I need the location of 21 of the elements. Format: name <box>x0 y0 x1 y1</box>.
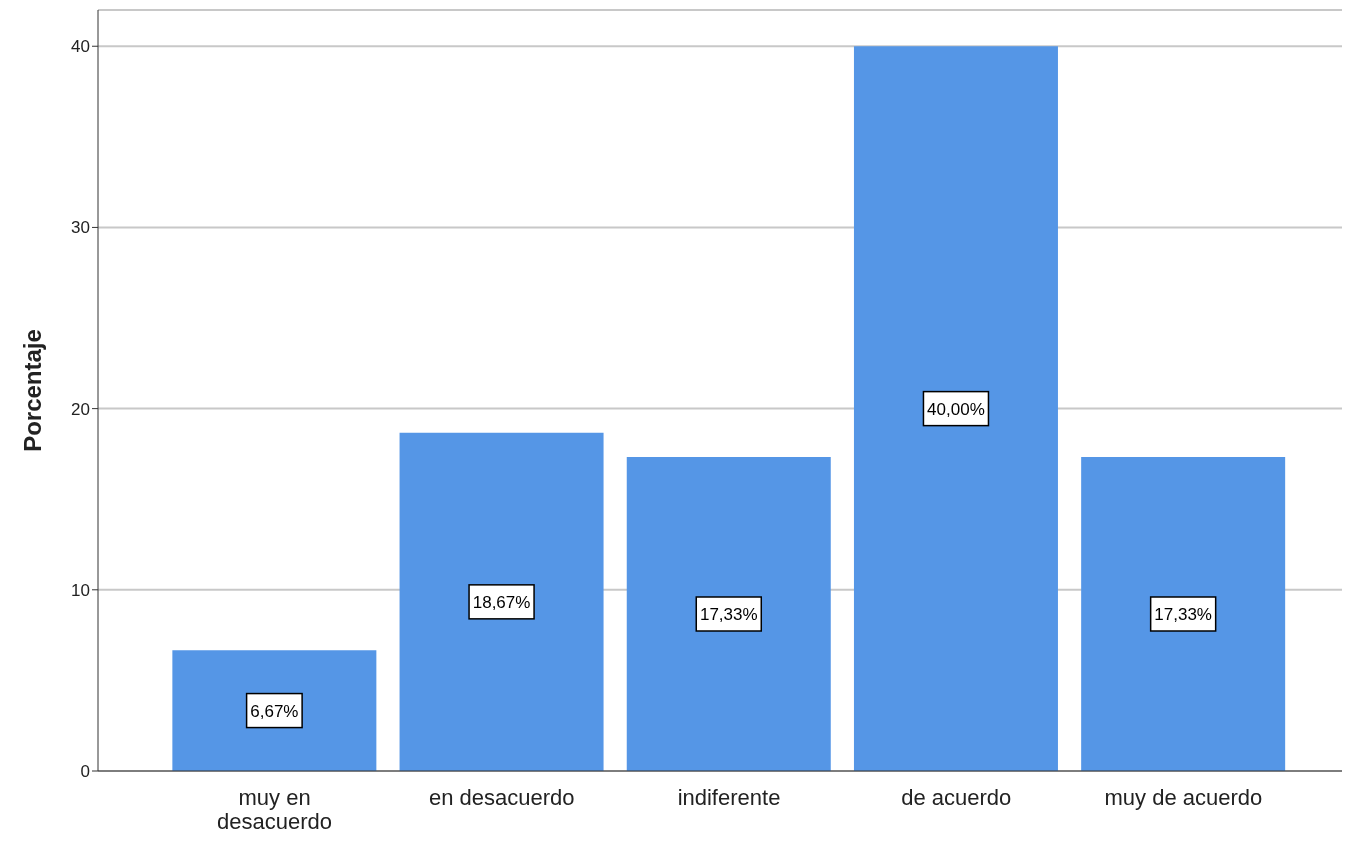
y-axis-title: Porcentaje <box>18 329 46 452</box>
data-label: 18,67% <box>472 592 531 612</box>
y-tick-label: 40 <box>71 37 90 57</box>
data-label: 6,67% <box>250 701 299 721</box>
bar <box>172 650 377 771</box>
bar <box>853 46 1058 771</box>
y-tick-label: 10 <box>71 580 90 600</box>
data-label: 17,33% <box>1154 605 1212 624</box>
y-tick-label: 30 <box>71 218 90 238</box>
y-tick-label: 20 <box>71 399 90 419</box>
x-tick-label: en desacuerdo <box>429 785 575 810</box>
y-tick-label: 0 <box>80 762 90 782</box>
data-label: 40,00% <box>927 399 985 419</box>
bar <box>399 432 604 771</box>
bar <box>1081 457 1286 771</box>
x-tick-label: muy en desacuerdo <box>217 785 333 834</box>
x-tick-label: de acuerdo <box>901 785 1012 810</box>
data-label: 17,33% <box>699 605 758 624</box>
bar <box>626 457 831 771</box>
x-tick-label: muy de acuerdo <box>1104 785 1263 810</box>
x-tick-label: indiferente <box>677 785 781 810</box>
